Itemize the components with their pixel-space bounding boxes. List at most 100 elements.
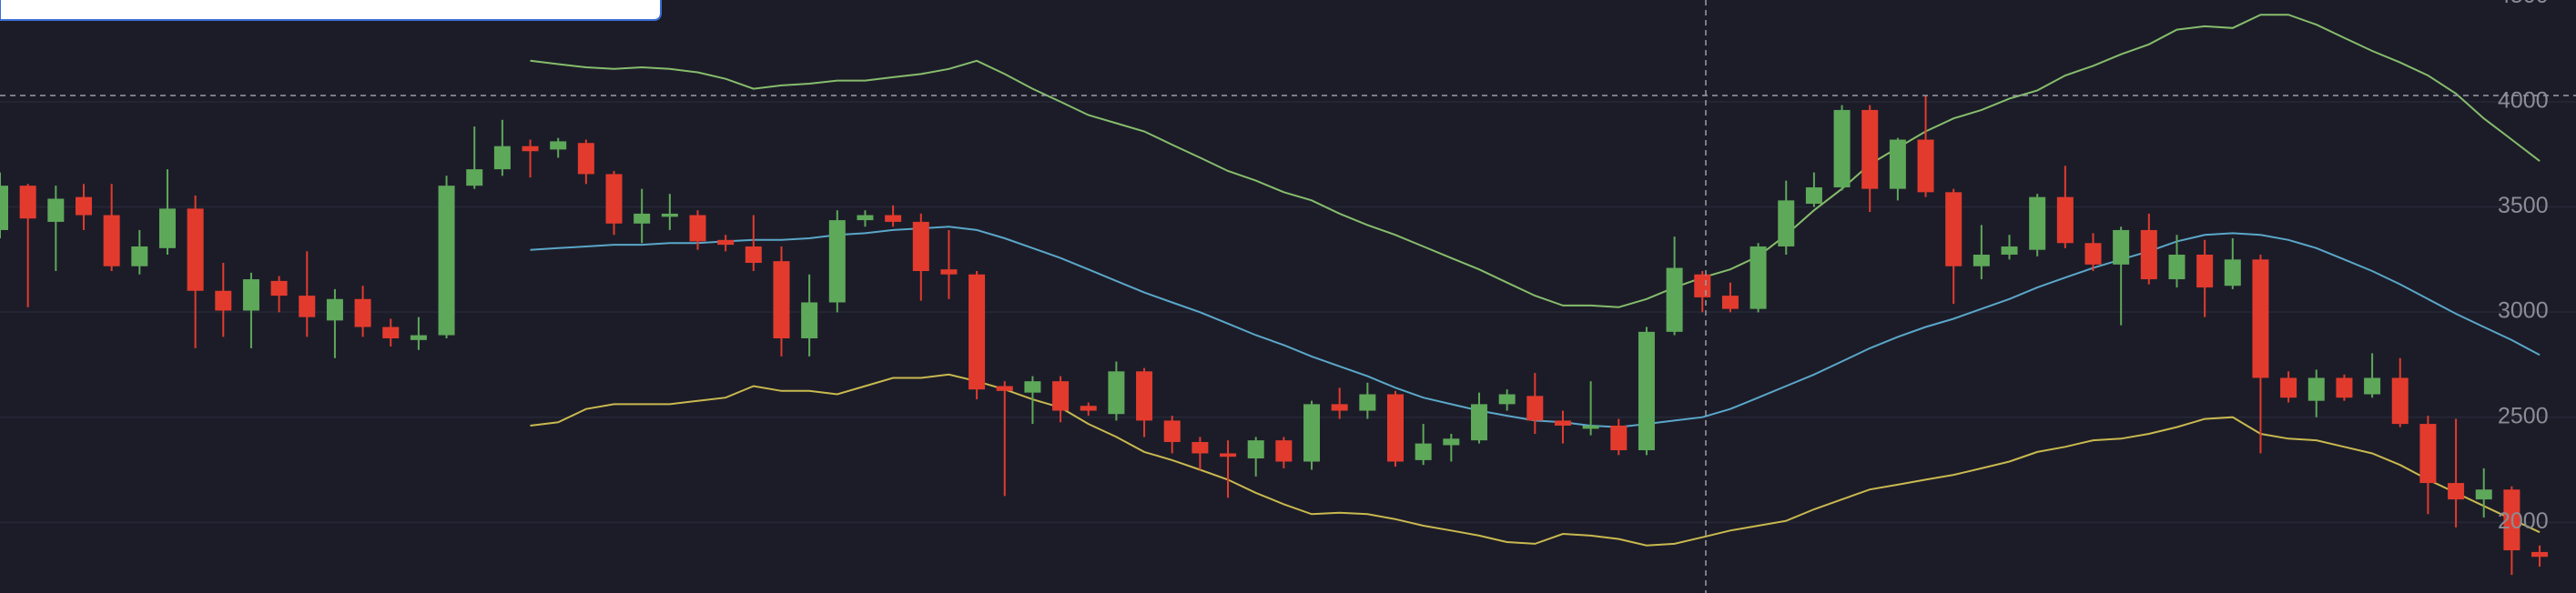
candle-body — [2168, 254, 2186, 280]
candle-body — [1359, 394, 1376, 411]
candle-body — [1136, 371, 1153, 421]
candle-body — [1024, 381, 1041, 393]
y-axis: 2000 2500 3000 3500 4000 4500 — [2498, 0, 2549, 534]
y-tick-label: 2500 — [2498, 403, 2549, 428]
candle-body — [2029, 196, 2046, 250]
candle-body — [1833, 109, 1851, 188]
candle-body — [158, 208, 176, 248]
candle-body — [1666, 267, 1683, 332]
candle-body — [2084, 243, 2102, 265]
candle-body — [1610, 425, 1628, 451]
candle-body — [75, 196, 92, 216]
candle-body — [550, 141, 567, 150]
candle-body — [1945, 192, 1962, 266]
candle-body — [1108, 371, 1125, 415]
candle-body — [1247, 440, 1264, 459]
candle-body — [1749, 246, 1767, 309]
candle-body — [187, 208, 204, 291]
candle-body — [2113, 229, 2130, 265]
candle-body — [131, 246, 148, 266]
candle-body — [2448, 483, 2465, 500]
candle-body — [1805, 187, 1822, 205]
candle-body — [466, 169, 483, 186]
y-tick-label: 4500 — [2498, 0, 2549, 8]
candle-body — [1052, 381, 1070, 411]
candle-body — [717, 239, 735, 246]
candle-body — [270, 280, 288, 296]
candle-body — [19, 186, 36, 219]
candle-body — [2056, 196, 2074, 244]
candle-body — [2252, 259, 2269, 378]
candle-body — [885, 215, 902, 222]
candle-body — [47, 198, 65, 222]
y-tick-label: 3500 — [2498, 193, 2549, 218]
candle-body — [438, 186, 455, 336]
grid — [0, 101, 2576, 524]
candle-body — [1638, 331, 1655, 451]
candle-body — [1163, 420, 1181, 442]
band-line — [530, 14, 2541, 308]
candle-body — [2419, 424, 2437, 484]
candle-body — [969, 274, 986, 390]
candle-body — [2391, 377, 2409, 425]
band-line — [530, 373, 2541, 547]
candle-body — [1498, 394, 1516, 405]
candle-body — [1721, 296, 1739, 309]
candle-body — [1192, 441, 1209, 454]
candle-body — [0, 186, 8, 230]
y-tick-label: 3000 — [2498, 298, 2549, 324]
candle-body — [634, 213, 651, 224]
candle-body — [1889, 139, 1906, 189]
candle-body — [2280, 377, 2297, 398]
candle-body — [773, 261, 790, 339]
candle-body — [2503, 489, 2520, 551]
candle-body — [1220, 453, 1237, 457]
y-tick-label: 4000 — [2498, 88, 2549, 114]
candle-body — [828, 220, 846, 303]
candle-body — [1080, 406, 1097, 411]
candle-body — [745, 246, 762, 264]
candle-body — [1415, 443, 1432, 460]
candle-body — [912, 221, 929, 272]
candle-body — [326, 298, 343, 321]
candle-body — [577, 143, 594, 175]
candle-body — [2224, 259, 2241, 286]
candle-body — [1303, 404, 1321, 462]
candle-body — [2196, 254, 2214, 288]
candle-body — [1470, 404, 1487, 441]
candle-body — [2475, 489, 2492, 500]
candle-body — [410, 335, 427, 340]
y-tick-label: 2000 — [2498, 508, 2549, 534]
candle-body — [2140, 229, 2157, 280]
candle-body — [1694, 274, 1711, 297]
candle-body — [1331, 404, 1348, 411]
candle-body — [103, 215, 120, 266]
candle-body — [215, 290, 232, 311]
candle-body — [1917, 139, 1934, 193]
candle-body — [2531, 551, 2549, 558]
candle-body — [1443, 438, 1460, 446]
candle-body — [996, 386, 1013, 391]
candle-body — [2307, 377, 2325, 401]
candle-body — [2001, 246, 2018, 255]
candle-body — [382, 327, 400, 339]
candle-body — [2364, 377, 2381, 395]
candle-body — [354, 298, 371, 327]
candles — [0, 95, 2549, 576]
tooltip-box — [0, 0, 662, 21]
candle-body — [493, 146, 511, 170]
candle-body — [857, 215, 874, 221]
candle-body — [2336, 377, 2353, 398]
candle-body — [940, 269, 958, 275]
candle-body — [1778, 200, 1795, 246]
candle-body — [1554, 420, 1571, 426]
candle-body — [1275, 440, 1293, 462]
candle-body — [689, 215, 706, 242]
candle-body — [801, 302, 818, 339]
candle-body — [1973, 254, 1990, 266]
candle-body — [1526, 396, 1544, 421]
candle-body — [522, 146, 539, 152]
